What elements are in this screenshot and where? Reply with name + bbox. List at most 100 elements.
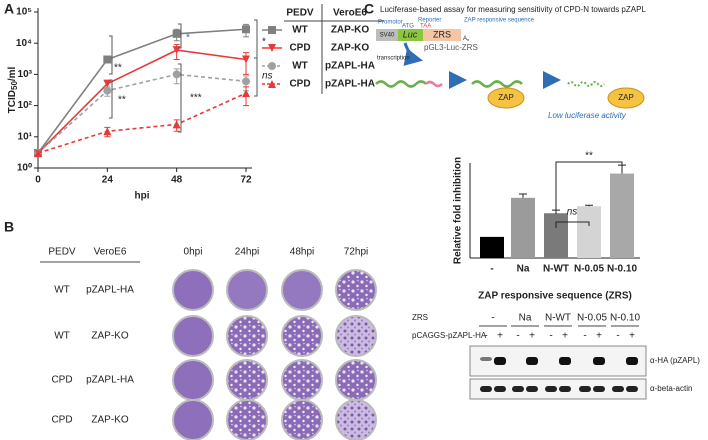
y-axis-label-part: TCID (7, 90, 18, 113)
band (494, 357, 506, 365)
band (593, 357, 605, 365)
zap-protein (487, 87, 525, 109)
x-tick-label: 24 (102, 175, 114, 186)
significance: ** (118, 95, 126, 106)
table-cell: WT (54, 285, 70, 296)
band (612, 386, 624, 392)
zap-label: ZAP (618, 93, 634, 102)
rna (425, 80, 443, 88)
plate (172, 269, 214, 311)
sv40-box (376, 29, 398, 41)
transcription-label: transcription (377, 56, 410, 62)
legend-header: PEDV (286, 8, 314, 19)
diagram-title: Luciferase-based assay for measuring sen… (380, 5, 646, 14)
marker (103, 86, 112, 95)
plate (172, 315, 214, 357)
plasmid-label: pGL3-Luc-ZRS (424, 43, 478, 52)
lane-label: - (516, 331, 519, 342)
lane-label: + (497, 331, 503, 342)
table-cell: CPD (51, 375, 72, 386)
sig-bracket (254, 57, 258, 97)
blot-group: Na (519, 313, 532, 324)
lane-label: - (583, 331, 586, 342)
series-line (37, 49, 247, 154)
band (512, 386, 524, 392)
band (579, 386, 591, 392)
bar (544, 213, 568, 258)
y-axis-label-part: 50 (10, 81, 19, 90)
plate (172, 399, 214, 440)
significance: *** (190, 93, 202, 104)
polya-text: A (463, 36, 467, 42)
blot-group: N-0.05 (577, 313, 607, 324)
zrs-text: ZRS (433, 29, 451, 39)
y-axis-label-part: /ml (7, 66, 18, 81)
x-tick-label: 48 (171, 175, 183, 186)
plate (335, 359, 377, 401)
marker (242, 25, 250, 34)
zrs-annotation: ZAP responsive sequence (464, 18, 535, 24)
band (494, 386, 506, 392)
luc-text: Luc (403, 29, 418, 39)
sig-bracket (109, 35, 113, 75)
legend-cell: ZAP-KO (331, 25, 370, 36)
band (480, 386, 492, 392)
legend-name: WT (292, 25, 308, 36)
band (480, 357, 492, 361)
table-cell: pZAPL-HA (86, 285, 134, 296)
sig-bracket (254, 19, 258, 59)
panel-label: A (4, 1, 14, 17)
rna (471, 80, 523, 88)
series-line (37, 28, 247, 154)
significance: ns (567, 207, 578, 218)
polya-sub: n (467, 37, 469, 42)
lane-label: + (562, 331, 568, 342)
marker (34, 149, 42, 158)
reporter-label: Reporter (418, 18, 441, 24)
zap-label: ZAP (498, 93, 514, 102)
marker (242, 55, 250, 64)
band-label: α-HA (pZAPL) (650, 356, 700, 365)
blot-group: N-0.10 (610, 313, 640, 324)
y-tick-label: 10⁰ (17, 163, 32, 174)
band (545, 386, 557, 392)
plate (281, 315, 323, 357)
marker (103, 127, 112, 136)
band (559, 386, 571, 392)
plate (172, 359, 214, 401)
x-tick-label: N-0.05 (574, 264, 604, 275)
y-tick-label: 10⁵ (16, 7, 32, 18)
blot-row-label: ZRS (412, 313, 428, 322)
band (593, 386, 605, 392)
plate (281, 269, 323, 311)
x-tick-label: 72 (240, 175, 252, 186)
legend-header: VeroE6 (333, 8, 367, 19)
plate (226, 315, 268, 357)
marker (268, 26, 276, 34)
y-tick-label: 10¹ (18, 131, 33, 142)
lane-label: + (529, 331, 535, 342)
marker (268, 62, 276, 70)
y-tick-label: 10² (18, 100, 33, 111)
blot-group: - (491, 313, 494, 324)
legend-name: WT (292, 61, 308, 72)
band-label: α-beta-actin (650, 384, 692, 393)
plate (335, 399, 377, 440)
rna-degraded (567, 81, 605, 87)
lane-label: - (484, 331, 487, 342)
legend-cell: pZAPL-HA (325, 79, 375, 90)
plate (281, 399, 323, 440)
marker (268, 80, 276, 88)
blot-group: N-WT (545, 313, 571, 324)
plate (226, 359, 268, 401)
sig-bracket (555, 161, 623, 214)
sig-bracket (178, 23, 182, 49)
significance: ns (262, 71, 273, 82)
marker (268, 44, 276, 52)
taa-text: TAA (420, 24, 431, 30)
table-cell: CPD (51, 415, 72, 426)
atg-text: ATG (402, 24, 414, 30)
band (626, 386, 638, 392)
x-axis-label: hpi (135, 191, 150, 202)
panel-label: B (4, 219, 14, 235)
